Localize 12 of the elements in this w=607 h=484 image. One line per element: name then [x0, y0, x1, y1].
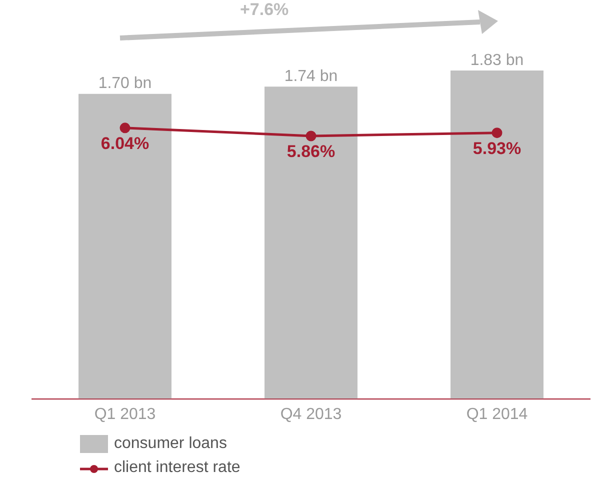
data-label: 1.70 bn	[98, 75, 152, 92]
legend-label: consumer loans	[114, 435, 227, 453]
x-tick-label: Q4 2013	[280, 406, 342, 423]
x-tick-label: Q1 2014	[466, 406, 528, 423]
data-label: 1.83 bn	[470, 52, 524, 69]
legend-label: client interest rate	[114, 459, 240, 477]
x-tick-label: Q1 2013	[94, 406, 156, 423]
data-label: 1.74 bn	[284, 68, 338, 86]
data-label: 5.86%	[286, 142, 336, 162]
text: +7.6%	[240, 0, 289, 20]
data-label: 5.93%	[472, 139, 522, 158]
data-label: 6.04%	[100, 134, 150, 154]
